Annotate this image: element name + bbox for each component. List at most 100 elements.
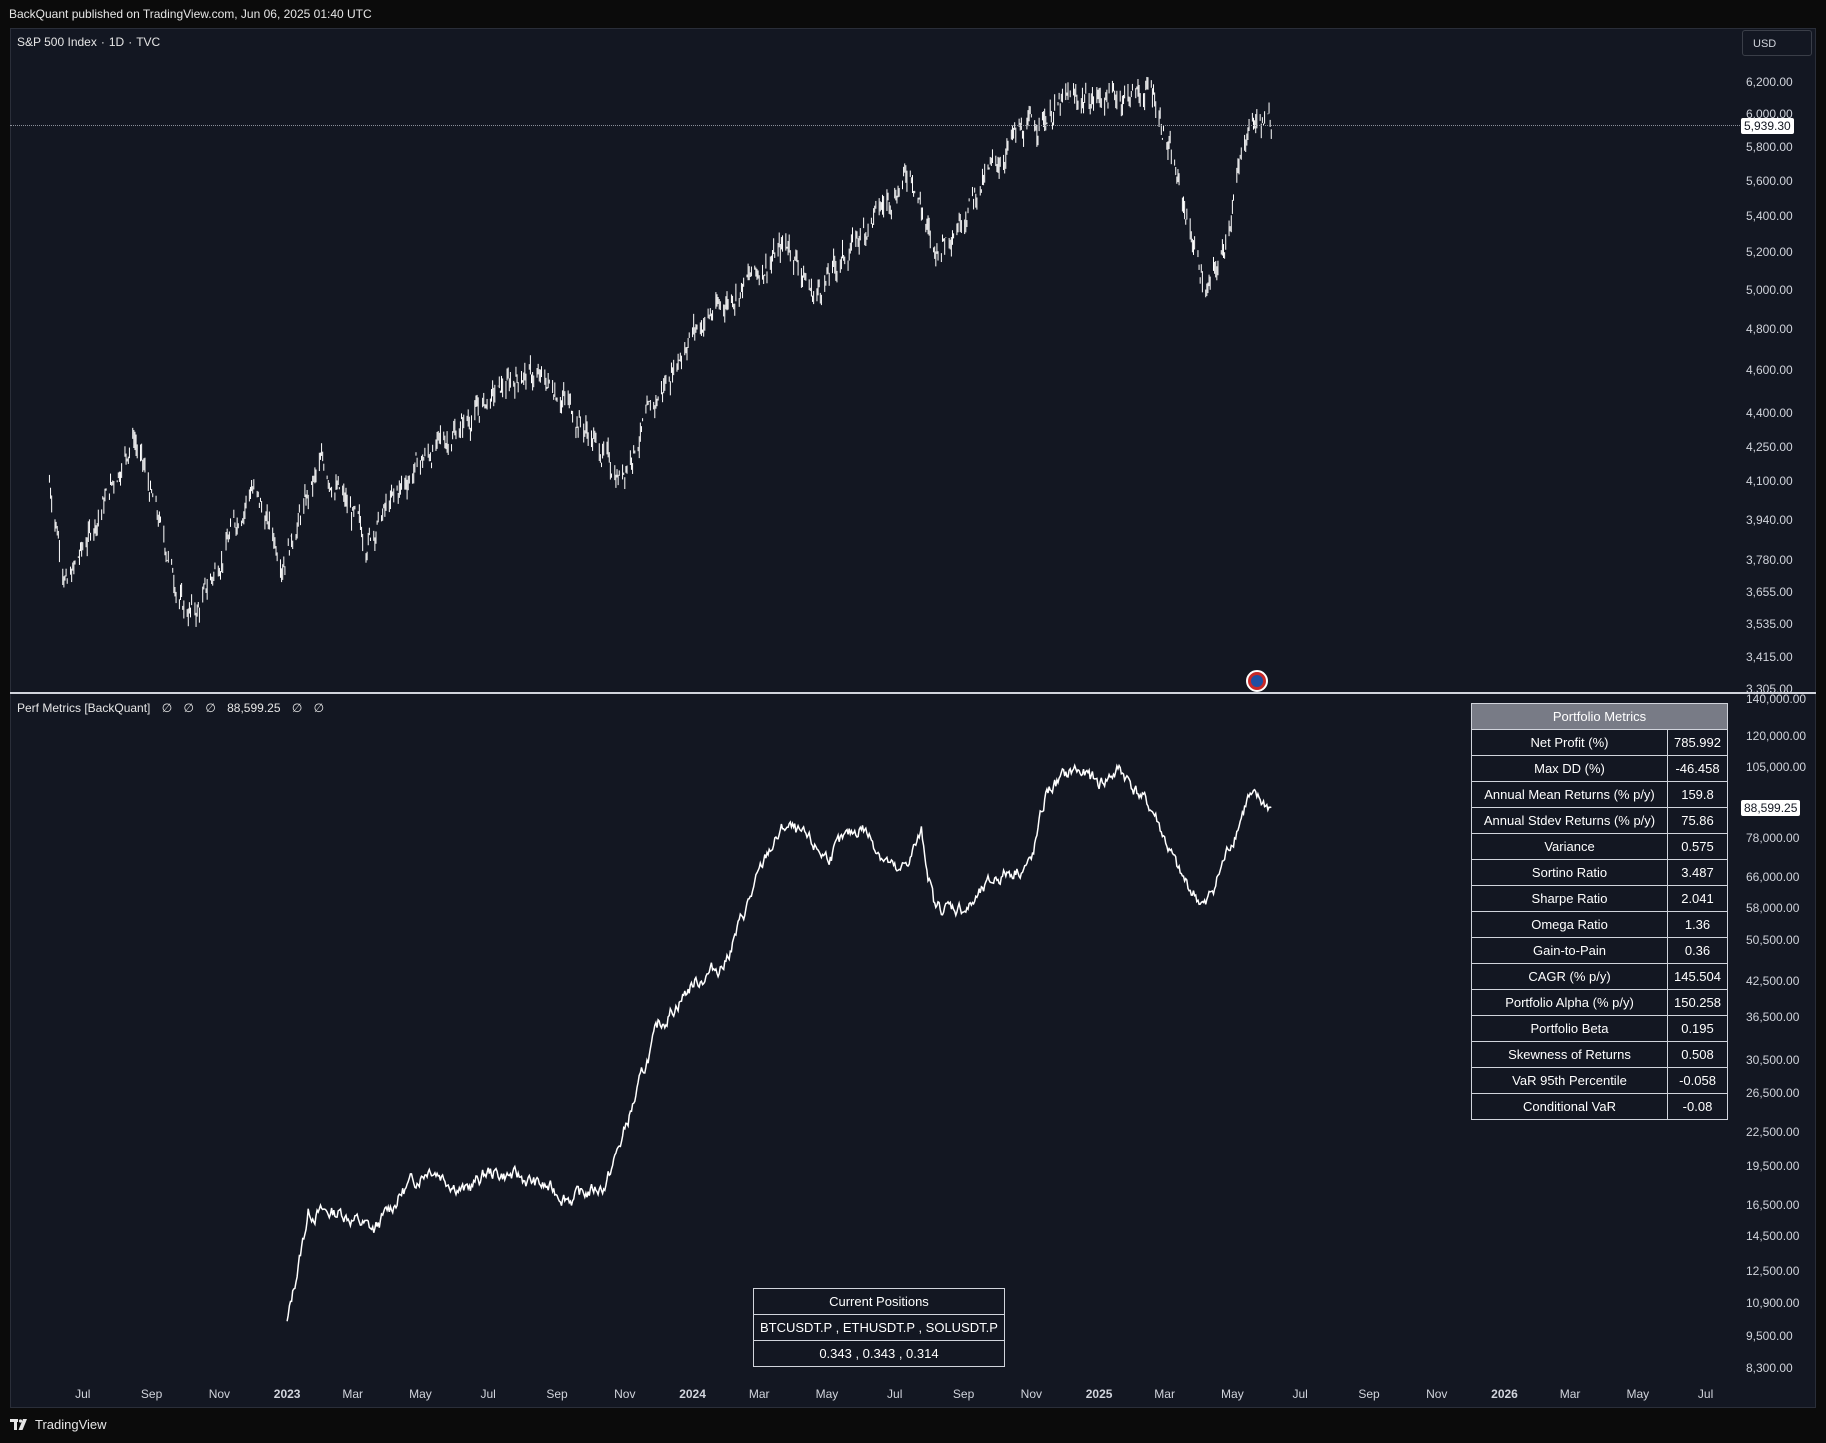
portfolio-metrics-table: Portfolio Metrics Net Profit (%) 785.992 M… [1471,703,1728,1120]
metric-label: Net Profit (%) [1471,729,1668,756]
indicator-name[interactable]: Perf Metrics [BackQuant] [17,701,151,715]
axis-tick-label: 4,250.00 [1746,439,1793,454]
last-price-tag: 5,939.30 [1741,118,1794,134]
axis-tick-label: 22,500.00 [1746,1124,1800,1139]
time-tick-label: Sep [1358,1387,1380,1401]
position-symbols: BTCUSDT.P , ETHUSDT.P , SOLUSDT.P [753,1314,1005,1341]
metric-label: Conditional VaR [1471,1093,1668,1120]
symbol-name[interactable]: S&P 500 Index [17,35,97,49]
currency-button[interactable]: USD [1742,30,1812,56]
time-tick-label: Jul [887,1387,903,1401]
pane-separator[interactable] [10,692,1816,694]
axis-tick-label: 26,500.00 [1746,1086,1800,1101]
time-tick-label: Jul [480,1387,496,1401]
metric-value: -46.458 [1667,755,1728,782]
metrics-row: Variance 0.575 [1471,833,1728,860]
axis-tick-label: 58,000.00 [1746,900,1800,915]
metric-label: Annual Stdev Returns (% p/y) [1471,807,1668,834]
metric-value: 145.504 [1667,963,1728,990]
time-tick-label: Sep [140,1387,163,1401]
metric-value: 150.258 [1667,989,1728,1016]
time-tick-label: Jul [1292,1387,1308,1401]
axis-tick-label: 140,000.00 [1746,692,1807,706]
metric-label: Portfolio Alpha (% p/y) [1471,989,1668,1016]
metric-value: 1.36 [1667,911,1728,938]
metrics-row: Conditional VaR -0.08 [1471,1093,1728,1120]
axis-tick-label: 120,000.00 [1746,728,1807,743]
time-tick-label: Sep [952,1387,975,1401]
metric-label: Max DD (%) [1471,755,1668,782]
axis-tick-label: 78,000.00 [1746,830,1800,845]
axis-tick-label: 3,780.00 [1746,552,1793,567]
metric-label: Annual Mean Returns (% p/y) [1471,781,1668,808]
axis-tick-label: 105,000.00 [1746,760,1807,775]
time-tick-label: May [1221,1387,1244,1401]
metric-label: Sortino Ratio [1471,859,1668,886]
axis-tick-label: 14,500.00 [1746,1228,1800,1243]
metric-label: Skewness of Returns [1471,1041,1668,1068]
metric-label: Sharpe Ratio [1471,885,1668,912]
exchange: TVC [136,35,161,49]
last-price-line [10,125,1740,126]
axis-tick-label: 5,800.00 [1746,139,1793,154]
metrics-row: Max DD (%) -46.458 [1471,755,1728,782]
metric-label: VaR 95th Percentile [1471,1067,1668,1094]
publisher-text: BackQuant published on TradingView.com, … [9,7,372,21]
indicator-value: ∅ [310,701,325,715]
axis-tick-label: 5,000.00 [1746,282,1793,297]
interval[interactable]: 1D [108,35,125,49]
indicator-value: 88,599.25 [223,701,281,715]
perf-metrics-equity-line [286,763,1272,1322]
axis-tick-label: 19,500.00 [1746,1158,1800,1173]
axis-tick-label: 4,100.00 [1746,474,1793,489]
indicator-value: ∅ [288,701,303,715]
metric-value: 0.36 [1667,937,1728,964]
metrics-row: Skewness of Returns 0.508 [1471,1041,1728,1068]
metric-label: Omega Ratio [1471,911,1668,938]
time-tick-label: 2023 [273,1387,301,1401]
current-positions-title: Current Positions [753,1288,1005,1315]
metrics-row: Sharpe Ratio 2.041 [1471,885,1728,912]
metric-value: 0.575 [1667,833,1728,860]
us-flag-economic-event-icon[interactable] [1246,670,1268,692]
axis-tick-label: 4,800.00 [1746,322,1793,337]
time-tick-label: Mar [748,1387,770,1401]
axis-tick-label: 50,500.00 [1746,933,1800,948]
axis-tick-label: 3,940.00 [1746,512,1793,527]
metrics-row: Annual Stdev Returns (% p/y) 75.86 [1471,807,1728,834]
metric-value: 75.86 [1667,807,1728,834]
time-tick-label: Nov [208,1387,231,1401]
metrics-row: Omega Ratio 1.36 [1471,911,1728,938]
metrics-row: Gain-to-Pain 0.36 [1471,937,1728,964]
axis-tick-label: 10,900.00 [1746,1296,1800,1311]
price-bars [48,76,1272,627]
metric-value: 3.487 [1667,859,1728,886]
footer-bar [0,1410,1826,1443]
time-tick-label: Mar [1154,1387,1175,1401]
time-tick-label: Nov [1426,1387,1448,1401]
position-weights: 0.343 , 0.343 , 0.314 [753,1340,1005,1367]
axis-tick-label: 3,415.00 [1746,650,1793,665]
metric-value: -0.08 [1667,1093,1728,1120]
axis-tick-label: 6,200.00 [1746,75,1793,90]
time-tick-label: Sep [546,1387,568,1401]
indicator-legend[interactable]: Perf Metrics [BackQuant] ∅ ∅ ∅ 88,599.25… [17,701,324,715]
time-tick-label: Mar [1559,1387,1581,1401]
time-tick-label: May [1626,1387,1650,1401]
metrics-row: Annual Mean Returns (% p/y) 159.8 [1471,781,1728,808]
axis-tick-label: 4,400.00 [1746,406,1793,421]
metrics-row: VaR 95th Percentile -0.058 [1471,1067,1728,1094]
brand-name: TradingView [35,1417,107,1432]
metrics-row: Sortino Ratio 3.487 [1471,859,1728,886]
axis-tick-label: 5,400.00 [1746,208,1793,223]
axis-tick-label: 36,500.00 [1746,1010,1800,1025]
axis-tick-label: 42,500.00 [1746,974,1800,989]
tradingview-brand[interactable]: TradingView [10,1417,107,1432]
axis-tick-label: 8,300.00 [1746,1361,1793,1375]
time-tick-label: Jul [75,1387,91,1401]
publish-header: BackQuant published on TradingView.com, … [0,0,1826,28]
main-series-legend[interactable]: S&P 500 Index · 1D · TVC [17,35,161,49]
indicator-value: ∅ [180,701,194,715]
time-tick-label: Nov [614,1387,636,1401]
